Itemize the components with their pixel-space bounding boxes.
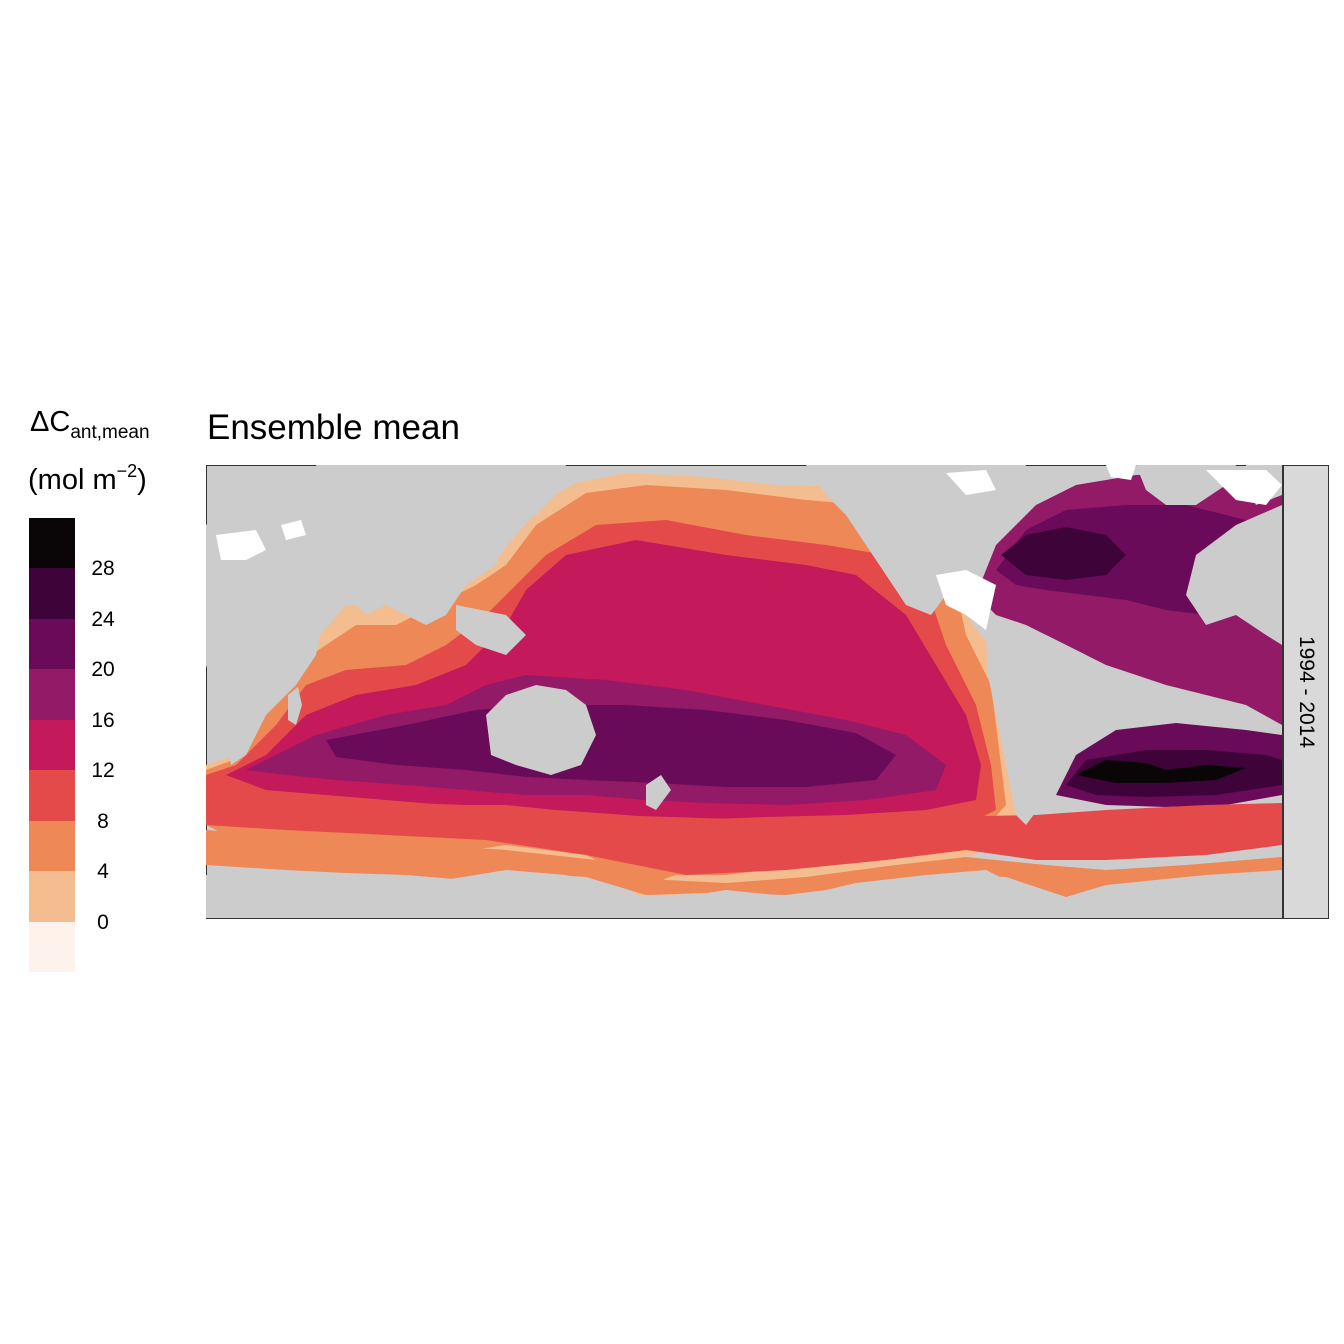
colorbar-segment xyxy=(29,568,75,620)
ocean-band-so-8-12 xyxy=(206,795,1282,875)
landmasses xyxy=(206,465,1282,918)
south-america xyxy=(986,625,1106,825)
colorbar-tick-label: 4 xyxy=(97,860,109,884)
facet-label: 1994 - 2014 xyxy=(1295,635,1318,749)
australia xyxy=(486,685,596,775)
colorbar-tick-label: 16 xyxy=(91,708,115,732)
north-america xyxy=(806,465,1026,615)
madagascar xyxy=(288,687,302,725)
colorbar-tick-label: 0 xyxy=(97,910,109,934)
africa-east xyxy=(1186,505,1282,645)
ocean-band-na-24-28 xyxy=(1001,527,1126,580)
legend-title: ΔCant,mean xyxy=(30,406,150,443)
map-panel xyxy=(206,465,1283,919)
missing-data xyxy=(216,465,1282,630)
ocean-field xyxy=(206,473,1282,897)
map-title: Ensemble mean xyxy=(207,408,460,447)
colorbar-tick-label: 20 xyxy=(91,658,115,682)
facet-strip: 1994 - 2014 xyxy=(1283,465,1329,919)
colorbar-tick-label: 24 xyxy=(91,607,115,631)
colorbar-tick-label: 8 xyxy=(97,809,109,833)
new-zealand xyxy=(646,775,671,810)
colorbar-tick-label: 28 xyxy=(91,557,115,581)
legend-unit: (mol m−2) xyxy=(28,461,147,496)
ocean-band-20-24 xyxy=(326,705,896,787)
world-map xyxy=(206,465,1283,919)
maritime-continent xyxy=(456,605,526,655)
ocean-band-so-4-8 xyxy=(206,830,1282,897)
colorbar xyxy=(29,518,75,973)
colorbar-segment xyxy=(29,921,75,973)
colorbar-segment xyxy=(29,618,75,670)
colorbar-segment xyxy=(29,820,75,872)
colorbar-tick-label: 12 xyxy=(91,759,115,783)
colorbar-segment xyxy=(29,770,75,822)
colorbar-segment xyxy=(29,669,75,721)
asia xyxy=(316,465,566,625)
colorbar-segment xyxy=(29,719,75,771)
colorbar-segment xyxy=(29,871,75,923)
colorbar-segment xyxy=(29,518,75,569)
ocean-band-sa-28plus xyxy=(1076,760,1246,783)
antarctica xyxy=(206,870,1282,918)
